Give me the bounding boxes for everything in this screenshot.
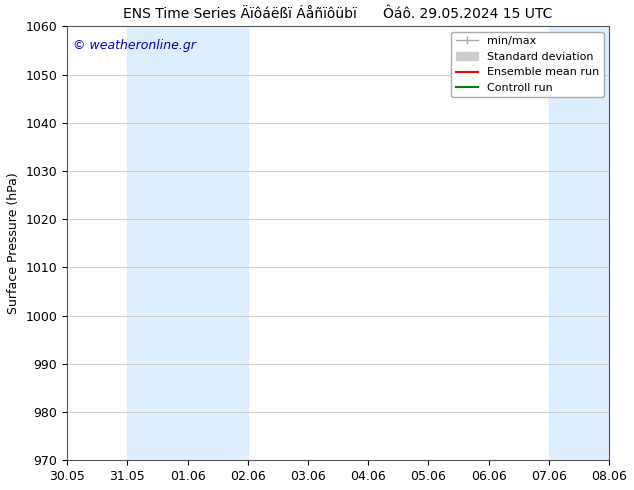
Title: ENS Time Series Äïôáëßï Áåñïôübï      Ôáô. 29.05.2024 15 UTC: ENS Time Series Äïôáëßï Áåñïôübï Ôáô. 29… bbox=[124, 7, 553, 21]
Text: © weatheronline.gr: © weatheronline.gr bbox=[72, 39, 195, 52]
Legend: min/max, Standard deviation, Ensemble mean run, Controll run: min/max, Standard deviation, Ensemble me… bbox=[451, 32, 604, 98]
Y-axis label: Surface Pressure (hPa): Surface Pressure (hPa) bbox=[7, 172, 20, 314]
Bar bbox=[127, 26, 248, 460]
Bar bbox=[549, 26, 609, 460]
